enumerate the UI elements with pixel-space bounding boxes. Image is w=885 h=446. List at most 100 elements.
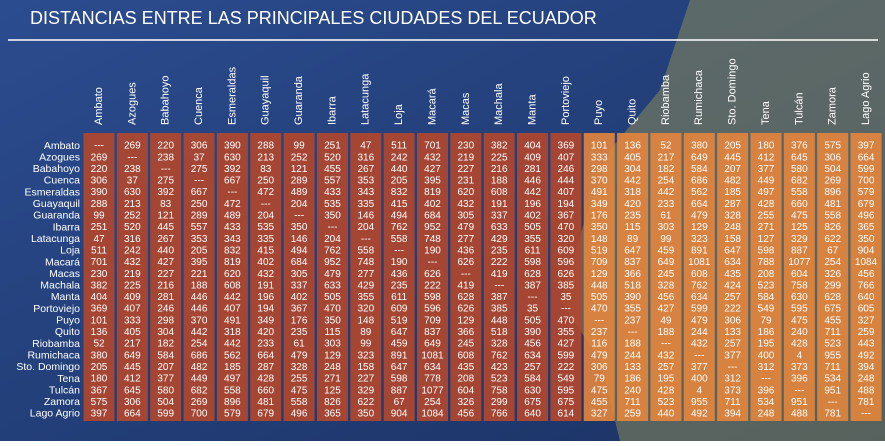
column-header: Loja <box>393 103 405 125</box>
cell: 306 <box>591 362 608 373</box>
cell: 333 <box>591 152 608 163</box>
cell: --- <box>428 257 438 268</box>
cell: 191 <box>257 280 274 291</box>
cell: 207 <box>157 362 174 373</box>
cell: 83 <box>160 199 172 210</box>
column-band <box>783 133 815 421</box>
cell: 427 <box>424 164 441 175</box>
cell: 626 <box>458 257 475 268</box>
cell: 428 <box>758 199 775 210</box>
cell: 237 <box>624 315 641 326</box>
cell: 599 <box>558 350 575 361</box>
cell: 598 <box>524 257 541 268</box>
cell: 491 <box>224 315 241 326</box>
cell: 404 <box>91 292 108 303</box>
cell: 433 <box>324 187 341 198</box>
cell: 129 <box>324 350 341 361</box>
cell: 250 <box>257 176 274 187</box>
cell: 428 <box>658 385 675 396</box>
cell: 204 <box>291 199 308 210</box>
cell: 445 <box>124 362 141 373</box>
cell: 245 <box>658 269 675 280</box>
cell: 660 <box>791 199 808 210</box>
cell: 248 <box>758 409 775 420</box>
cell: 233 <box>658 199 675 210</box>
cell: 497 <box>224 374 241 385</box>
cell: 221 <box>191 269 208 280</box>
column-header: Puyo <box>593 100 605 125</box>
cell: 394 <box>858 362 875 373</box>
cell: 235 <box>624 211 641 222</box>
cell: 195 <box>658 374 675 385</box>
cell: 459 <box>391 339 408 350</box>
cell: 1084 <box>421 409 444 420</box>
cell: 505 <box>324 292 341 303</box>
cell: 248 <box>858 374 875 385</box>
cell: 208 <box>458 374 475 385</box>
cell: 781 <box>858 397 875 408</box>
column-band <box>517 133 549 421</box>
column-band <box>183 133 215 421</box>
cell: 121 <box>291 164 308 175</box>
cell: 355 <box>624 304 641 315</box>
cell: 390 <box>524 327 541 338</box>
column-header: Ambato <box>93 87 105 125</box>
column-band <box>417 133 448 421</box>
cell: 584 <box>691 164 708 175</box>
cell: 67 <box>827 245 839 256</box>
cell: 596 <box>424 304 441 315</box>
cell: 442 <box>191 327 208 338</box>
cell: 608 <box>224 280 241 291</box>
cell: 407 <box>558 187 575 198</box>
cell: 535 <box>324 199 341 210</box>
cell: 257 <box>724 339 741 350</box>
cell: 440 <box>391 164 408 175</box>
cell: 781 <box>824 409 841 420</box>
cell: 598 <box>391 374 408 385</box>
cell: 679 <box>257 409 274 420</box>
cell: 664 <box>124 409 141 420</box>
cell: 47 <box>360 141 372 152</box>
cell: 254 <box>424 397 441 408</box>
cell: 472 <box>257 187 274 198</box>
cell: 951 <box>791 397 808 408</box>
cell: 409 <box>524 152 541 163</box>
cell: 99 <box>294 141 306 152</box>
cell: 443 <box>858 339 875 350</box>
column-band <box>216 133 248 421</box>
cell: 419 <box>458 280 475 291</box>
cell: 328 <box>291 362 308 373</box>
cell: 955 <box>691 397 708 408</box>
cell: 595 <box>791 304 808 315</box>
title: DISTANCIAS ENTRE LAS PRINCIPALES CIUDADE… <box>30 8 597 28</box>
cell: 227 <box>357 374 374 385</box>
cell: 432 <box>458 199 475 210</box>
cell: 604 <box>458 385 475 396</box>
cell: 196 <box>524 199 541 210</box>
cell: 328 <box>658 280 675 291</box>
cell: 146 <box>291 234 308 245</box>
cell: 329 <box>357 385 374 396</box>
cell: 133 <box>624 362 641 373</box>
cell: 254 <box>191 339 208 350</box>
cell: 240 <box>624 385 641 396</box>
cell: 355 <box>524 234 541 245</box>
cell: 955 <box>824 350 841 361</box>
cell: 79 <box>760 315 772 326</box>
cell: 365 <box>858 222 875 233</box>
cell: 611 <box>391 292 407 303</box>
cell: 304 <box>624 164 641 175</box>
cell: 679 <box>858 199 875 210</box>
cell: 387 <box>491 292 508 303</box>
column-band <box>717 133 749 421</box>
cell: 298 <box>591 164 608 175</box>
cell: 475 <box>791 211 808 222</box>
cell: 766 <box>491 409 508 420</box>
cell: 205 <box>391 176 408 187</box>
cell: 419 <box>491 269 508 280</box>
cell: 129 <box>691 222 708 233</box>
cell: 370 <box>191 315 208 326</box>
row-label: Portoviejo <box>33 303 80 315</box>
cell: 252 <box>124 211 141 222</box>
cell: 709 <box>424 315 441 326</box>
